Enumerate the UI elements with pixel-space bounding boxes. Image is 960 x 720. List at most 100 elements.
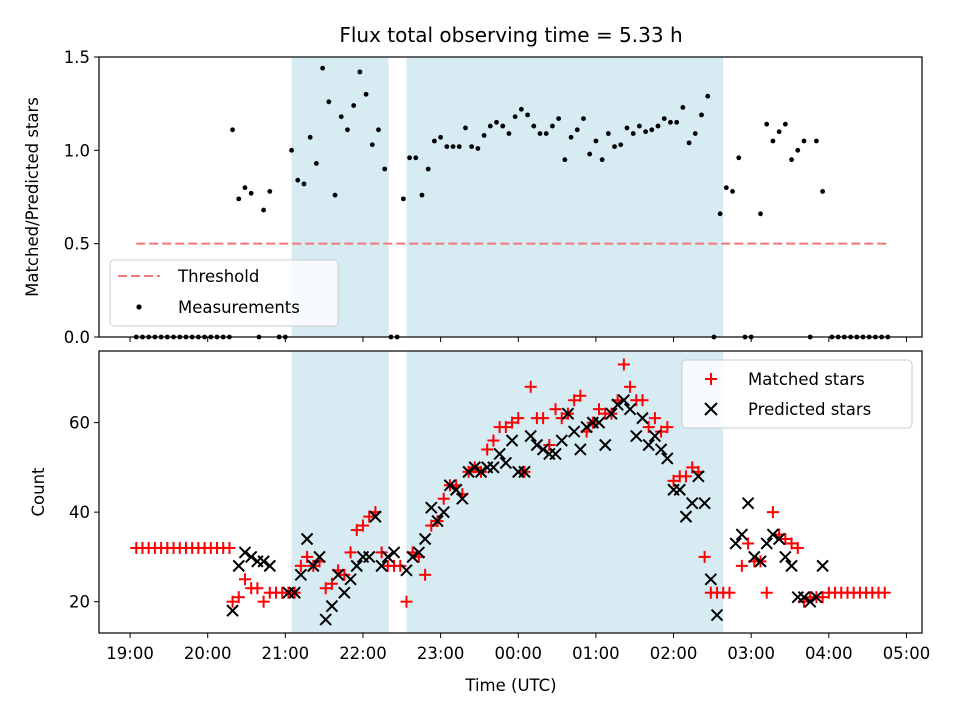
predicted-point (530, 438, 544, 452)
predicted-point (679, 510, 693, 523)
predicted-point (456, 492, 469, 505)
measurement-point (494, 119, 499, 125)
measurement-point (562, 157, 568, 163)
predicted-point (375, 559, 388, 573)
matched-point (742, 537, 755, 550)
measurement-point (487, 123, 493, 129)
predicted-point (729, 537, 742, 550)
predicted-point (816, 559, 829, 573)
legend-threshold-label: Threshold (177, 267, 259, 286)
matched-point (791, 541, 804, 554)
top-y-axis: 0.0 0.5 1.0 1.5 (64, 48, 99, 347)
top-x-tick-marks (129, 337, 907, 342)
predicted-point (412, 546, 426, 559)
measurement-point (782, 121, 788, 127)
matched-point (344, 546, 357, 559)
measurement-point (500, 123, 506, 129)
measurement-point (723, 185, 729, 191)
predicted-point (313, 550, 326, 564)
measurement-point (425, 166, 431, 172)
bottom-axes-frame (98, 350, 923, 634)
x-tick-label: 20:00 (184, 644, 232, 663)
measurement-point (363, 91, 369, 97)
matched-point (481, 443, 494, 456)
measurement-point (618, 142, 624, 148)
measurement-point (801, 138, 807, 144)
x-tick-label: 05:00 (883, 644, 931, 663)
measurement-point (643, 129, 648, 135)
measurement-point (469, 144, 475, 150)
matched-point (642, 421, 655, 434)
predicted-point (325, 599, 339, 613)
predicted-point (294, 568, 308, 582)
matched-point (223, 541, 236, 554)
predicted-point (524, 429, 537, 443)
predicted-point (462, 465, 475, 479)
matched-point (667, 474, 680, 487)
predicted-point (474, 465, 488, 479)
measurement-point (630, 131, 636, 136)
x-tick-label: 04:00 (805, 644, 853, 663)
predicted-point (673, 483, 686, 496)
y-tick-label: 0.5 (64, 235, 90, 254)
top-shaded-regions (291, 57, 724, 337)
matched-point (232, 591, 245, 604)
matched-point (549, 403, 562, 416)
measurement-point (525, 112, 530, 118)
predicted-point (605, 407, 618, 420)
top-axes-frame (98, 56, 923, 338)
predicted-point (338, 586, 351, 599)
predicted-point (443, 479, 457, 492)
x-tick-label: 19:00 (106, 644, 154, 663)
predicted-point (263, 559, 277, 573)
measurement-point (518, 106, 524, 112)
predicted-point (592, 416, 606, 429)
chart-title: Flux total observing time = 5.33 h (339, 23, 682, 47)
top-legend-box (109, 259, 339, 327)
predicted-point (425, 501, 438, 514)
predicted-point (692, 470, 705, 483)
measurement-point (400, 196, 406, 202)
predicted-point (536, 443, 550, 456)
x-tick-label: 23:00 (417, 644, 465, 663)
predicted-point (549, 447, 562, 461)
predicted-point (344, 573, 357, 586)
predicted-point (617, 394, 631, 407)
matched-point (419, 568, 432, 581)
measurement-point (236, 196, 242, 202)
measurement-point (820, 189, 826, 194)
measurement-point (230, 127, 235, 133)
predicted-point (431, 514, 444, 528)
measurement-point (680, 105, 686, 110)
measurement-point (674, 119, 680, 125)
predicted-point (319, 613, 332, 626)
measurement-point (456, 144, 462, 150)
measurement-point (450, 144, 456, 150)
measurement-point (357, 69, 363, 75)
measurement-point (636, 123, 642, 129)
measurement-point (376, 127, 381, 133)
measurement-point (624, 125, 630, 131)
measurement-point (758, 211, 763, 217)
predicted-point (748, 550, 761, 564)
matched-point (698, 550, 711, 563)
predicted-point (387, 546, 401, 559)
measurement-point (413, 155, 419, 161)
measurement-point (261, 207, 266, 213)
matched-point (636, 394, 649, 407)
matched-point (425, 519, 438, 532)
predicted-point (400, 564, 413, 577)
x-tick-label: 03:00 (727, 644, 775, 663)
measurement-point (267, 189, 273, 194)
matched-point (766, 506, 779, 519)
predicted-point (599, 438, 612, 452)
measurement-point (512, 114, 518, 120)
measurement-point (326, 99, 332, 105)
matched-point (512, 412, 525, 425)
top-legend: Threshold Measurements (109, 259, 339, 327)
predicted-point (630, 429, 643, 443)
measurement-point (736, 155, 742, 161)
legend-measurements-label: Measurements (178, 298, 300, 317)
predicted-point (350, 559, 363, 573)
